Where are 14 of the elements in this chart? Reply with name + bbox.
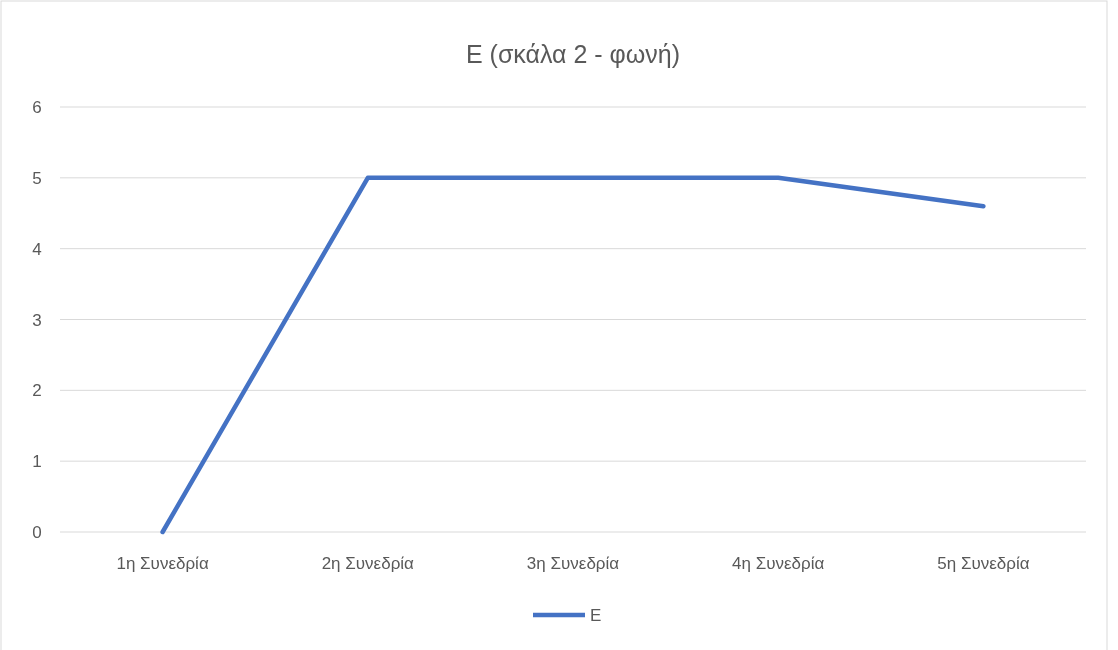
y-tick-label: 1 [32,452,42,472]
y-tick-label: 2 [32,381,42,401]
x-tick-label: 2η Συνεδρία [321,554,415,573]
y-tick-label: 6 [32,98,42,117]
chart-title: Ε (σκάλα 2 - φωνή) [465,40,681,68]
y-tick-label: 4 [32,239,42,259]
y-tick-label: 5 [32,168,42,188]
y-tick-label: 0 [32,523,42,542]
x-tick-label: 5η Συνεδρία [937,554,1030,573]
legend-label: Ε [590,606,602,625]
x-tick-label: 1η Συνεδρία [116,554,209,573]
x-tick-label: 3η Συνεδρία [526,554,620,573]
x-tick-label: 4η Συνεδρία [732,554,825,573]
y-tick-label: 3 [32,310,42,330]
